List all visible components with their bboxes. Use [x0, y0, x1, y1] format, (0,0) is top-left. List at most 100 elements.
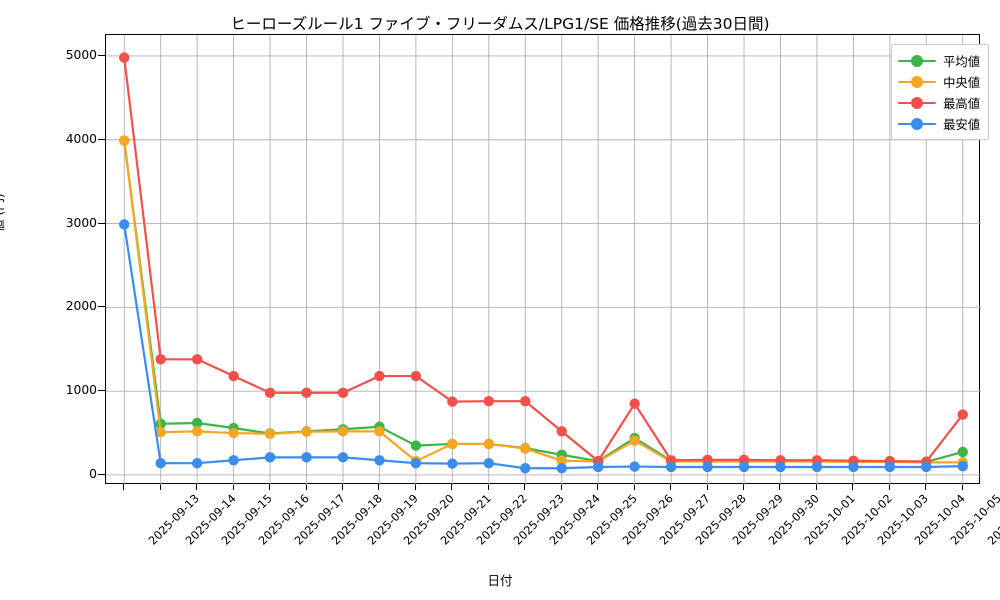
x-tick-label: 2025-09-27: [656, 492, 713, 548]
data-point: [483, 458, 495, 469]
x-tick-label: 2025-09-22: [474, 492, 531, 548]
data-point: [374, 426, 385, 437]
series-layer: [119, 52, 968, 474]
data-point: [374, 370, 385, 382]
x-tick-label: 2025-09-20: [401, 492, 458, 548]
data-point: [410, 458, 422, 469]
data-point: [520, 443, 531, 454]
y-tick-mark: [98, 473, 105, 475]
y-tick-label: 4000: [65, 131, 97, 146]
series-2: [119, 135, 968, 468]
data-point: [119, 52, 130, 63]
y-tick-label: 5000: [65, 47, 97, 62]
data-point: [483, 438, 495, 450]
x-tick-label: 2025-09-23: [511, 492, 567, 548]
data-point: [119, 135, 130, 146]
data-point: [556, 426, 567, 437]
data-point: [775, 461, 786, 473]
x-tick-label: 2025-09-19: [365, 492, 421, 548]
data-point: [957, 409, 968, 420]
data-point: [191, 458, 203, 469]
y-tick-mark: [98, 390, 105, 392]
data-point: [592, 461, 604, 473]
series-line: [123, 139, 964, 464]
y-tick-mark: [98, 54, 105, 56]
data-point: [665, 461, 677, 473]
x-tick-label: 2025-09-29: [729, 492, 786, 548]
plot-area: [105, 34, 981, 485]
series-line: [123, 139, 964, 464]
x-tick-label: 2025-09-30: [766, 492, 822, 548]
data-point: [155, 458, 166, 469]
x-tick-label: 2025-09-21: [438, 492, 494, 548]
legend-label: 最高値: [943, 96, 980, 111]
y-tick-label: 3000: [65, 215, 97, 230]
data-point: [556, 455, 567, 466]
data-point: [337, 452, 349, 463]
data-point: [520, 396, 531, 407]
data-point: [629, 435, 640, 446]
legend-marker-icon: [898, 54, 937, 68]
data-point: [374, 455, 385, 466]
data-point: [884, 461, 896, 473]
data-point: [337, 426, 349, 437]
x-tick-label: 2025-09-14: [182, 492, 239, 548]
data-point: [191, 417, 203, 429]
data-point: [155, 427, 166, 438]
data-point: [337, 387, 349, 399]
legend-marker-icon: [898, 96, 937, 110]
data-point: [301, 387, 312, 399]
data-point: [702, 461, 713, 473]
page-title: ヒーローズルール1 ファイブ・フリーダムス/LPG1/SE 価格推移(過去30日…: [230, 15, 770, 33]
y-tick-label: 0: [89, 466, 97, 481]
y-tick-label: 1000: [65, 383, 97, 398]
data-point: [155, 354, 166, 365]
legend-marker-icon: [898, 75, 937, 89]
data-point: [738, 454, 750, 466]
x-tick-label: 2025-10-01: [802, 492, 859, 548]
data-point: [556, 463, 567, 474]
data-point: [447, 396, 458, 407]
x-tick-label: 2025-10-02: [839, 492, 895, 548]
data-point: [629, 461, 640, 472]
data-point: [228, 455, 239, 466]
legend-item-1[interactable]: 平均値: [898, 50, 980, 71]
data-point: [738, 461, 750, 473]
y-axis-ticks: 0 1000 2000 3000 4000 5000: [33, 34, 105, 484]
data-point: [264, 428, 276, 440]
data-point: [410, 440, 422, 451]
x-tick-label: 2025-09-18: [328, 492, 385, 548]
x-tick-label: 2025-09-15: [219, 492, 275, 548]
x-tick-label: 2025-09-24: [547, 492, 604, 548]
legend-label: 中央値: [943, 75, 980, 90]
plot-svg: [106, 35, 981, 485]
series-3: [119, 52, 968, 467]
legend-label: 平均値: [943, 54, 980, 69]
data-point: [483, 396, 495, 407]
data-point: [119, 219, 130, 230]
data-point: [410, 370, 422, 382]
legend: 平均値中央値最高値最安値: [891, 44, 989, 140]
x-tick-label: 2025-09-26: [620, 492, 677, 548]
data-point: [957, 446, 968, 458]
x-tick-label: 2025-10-04: [912, 492, 968, 548]
data-point: [957, 460, 968, 472]
legend-item-2[interactable]: 中央値: [898, 71, 980, 92]
data-point: [811, 461, 823, 473]
y-axis-label: 値 (円): [0, 193, 6, 232]
data-point: [921, 461, 932, 473]
legend-label: 最安値: [943, 117, 980, 132]
data-point: [848, 461, 859, 473]
y-tick-mark: [98, 138, 105, 140]
data-point: [191, 426, 203, 437]
y-tick-mark: [98, 222, 105, 224]
y-tick-mark: [98, 306, 105, 308]
x-tick-label: 2025-09-16: [255, 492, 312, 548]
data-point: [629, 398, 640, 409]
data-point: [520, 463, 531, 474]
legend-item-3[interactable]: 最高値: [898, 92, 980, 113]
x-tick-label: 2025-09-17: [292, 492, 348, 548]
legend-item-4[interactable]: 最安値: [898, 113, 980, 134]
series-4: [119, 219, 968, 474]
